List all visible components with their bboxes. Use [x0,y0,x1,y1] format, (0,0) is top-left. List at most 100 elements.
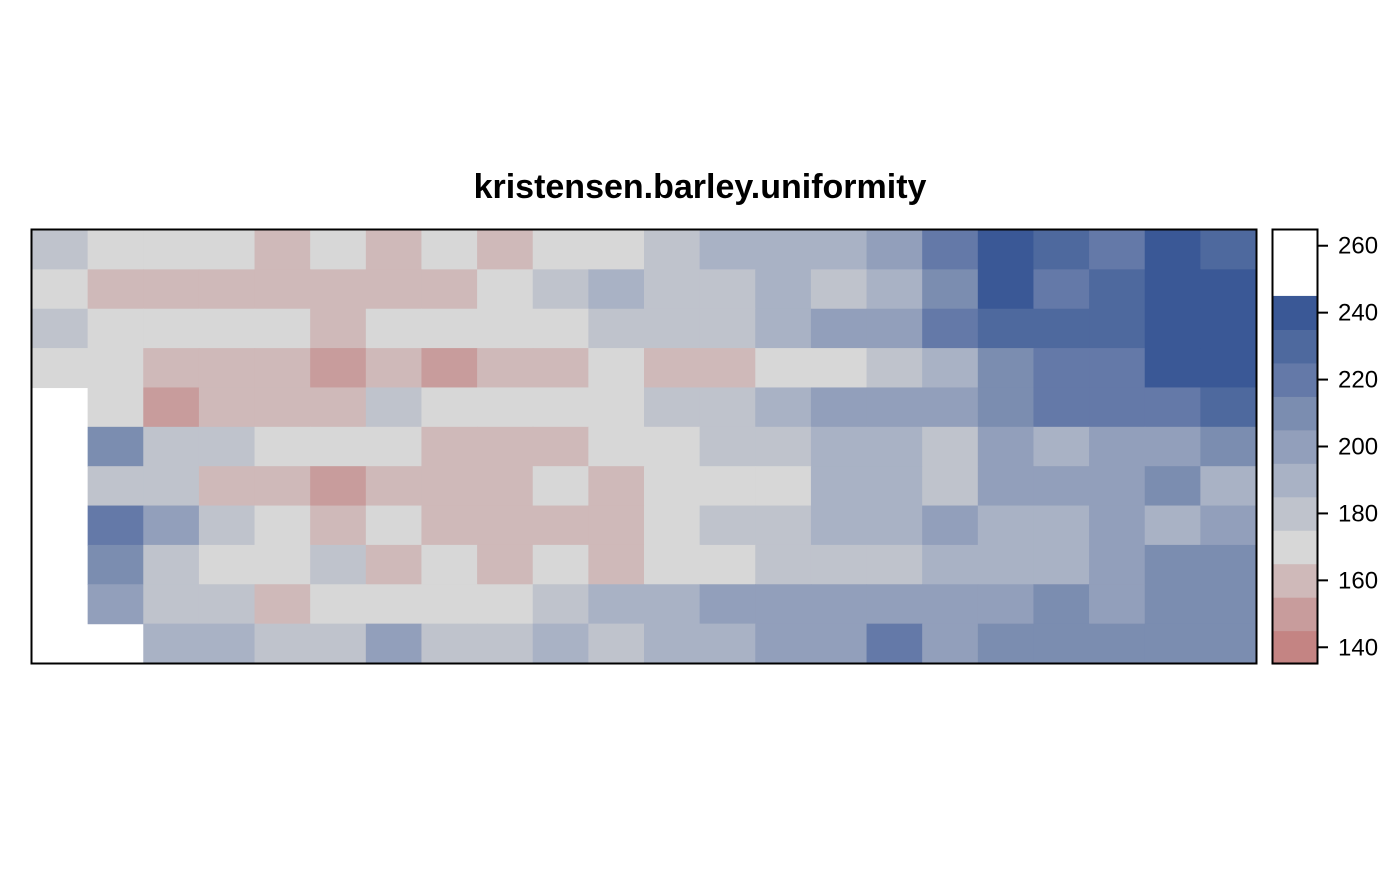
heatmap-cell [421,426,478,467]
heatmap-cell [198,348,256,389]
legend-tick-label: 200 [1338,434,1378,461]
heatmap-cell [1089,348,1146,389]
heatmap-cell [922,426,979,467]
heatmap-cell [477,348,534,389]
heatmap-cell [421,269,478,310]
heatmap-cell [365,230,423,270]
heatmap-cell [532,505,589,546]
heatmap-cell [755,230,812,270]
heatmap-cell [532,623,589,664]
heatmap-cell [532,269,589,310]
heatmap-cell [198,426,256,467]
heatmap-cell [866,544,923,585]
heatmap-cell [365,623,423,664]
heatmap-cell [588,269,645,310]
chart-title: kristensen.barley.uniformity [474,168,927,206]
heatmap-cell [1144,308,1201,349]
heatmap-cell [922,466,979,507]
heatmap-cell [32,230,89,270]
heatmap-cell [143,426,200,467]
heatmap-cell [810,466,868,507]
heatmap-cell [977,308,1035,349]
heatmap-cell [644,269,701,310]
heatmap-cell [143,505,200,546]
heatmap-cell [310,584,367,625]
heatmap-cell [32,269,89,310]
heatmap-cell [310,269,367,310]
heatmap-cell [977,230,1035,270]
heatmap-cell [922,623,979,664]
heatmap-cell [310,466,367,507]
heatmap-cell [699,387,756,428]
heatmap-cell [866,426,923,467]
heatmap-cell [1200,466,1257,507]
heatmap-cell [421,387,478,428]
heatmap-cell [810,269,868,310]
heatmap-cell [198,387,256,428]
heatmap-cell [532,230,589,270]
heatmap-cell [755,348,812,389]
heatmap-cell [977,584,1035,625]
heatmap-cell [1033,230,1090,270]
legend-swatch [1272,597,1318,632]
heatmap-cell [254,584,311,625]
heatmap-cell [588,308,645,349]
heatmap-cell [365,348,423,389]
heatmap-cell [532,426,589,467]
heatmap-cell [810,584,868,625]
heatmap-cell [644,544,701,585]
heatmap-cell [755,426,812,467]
heatmap-cell [644,230,701,270]
heatmap-cell [198,269,256,310]
heatmap-cell [755,269,812,310]
heatmap-cell [198,584,256,625]
heatmap-cell [1144,230,1201,270]
heatmap-cell [477,505,534,546]
heatmap-cell [32,348,89,389]
heatmap-cell [1089,426,1146,467]
heatmap-cell [644,348,701,389]
heatmap-cell [143,584,200,625]
heatmap-cell [87,505,144,546]
heatmap-cell [1200,623,1257,664]
heatmap-cell [421,505,478,546]
heatmap-cell [699,348,756,389]
heatmap-cell [588,505,645,546]
heatmap-cell [1144,505,1201,546]
heatmap-cell [1200,348,1257,389]
heatmap-cell [977,269,1035,310]
heatmap-cell [1033,544,1090,585]
heatmap-cell [1089,623,1146,664]
heatmap-cell [1200,230,1257,270]
heatmap-cell [1200,387,1257,428]
heatmap-cell [588,623,645,664]
heatmap-cell [977,544,1035,585]
heatmap-cell [644,426,701,467]
heatmap-cell [866,269,923,310]
heatmap-cell [87,584,144,625]
heatmap-cell [532,348,589,389]
heatmap-cell [143,308,200,349]
heatmap-cell [421,544,478,585]
heatmap-cell [755,623,812,664]
legend-swatch [1272,429,1318,464]
heatmap-cell [1200,584,1257,625]
heatmap-cell [1144,426,1201,467]
heatmap-cell [198,230,256,270]
heatmap-cell [699,466,756,507]
heatmap-cell [198,544,256,585]
heatmap-cell [310,387,367,428]
heatmap-cell [143,466,200,507]
heatmap-cell [644,584,701,625]
heatmap-cell [532,544,589,585]
heatmap-cell [1200,269,1257,310]
heatmap-cell [532,466,589,507]
heatmap-cell [588,584,645,625]
heatmap-cell [810,505,868,546]
heatmap-cell [810,308,868,349]
heatmap-cell [1089,544,1146,585]
heatmap-cell [87,426,144,467]
heatmap-cell [922,544,979,585]
heatmap-cell [310,348,367,389]
heatmap-cell [977,387,1035,428]
